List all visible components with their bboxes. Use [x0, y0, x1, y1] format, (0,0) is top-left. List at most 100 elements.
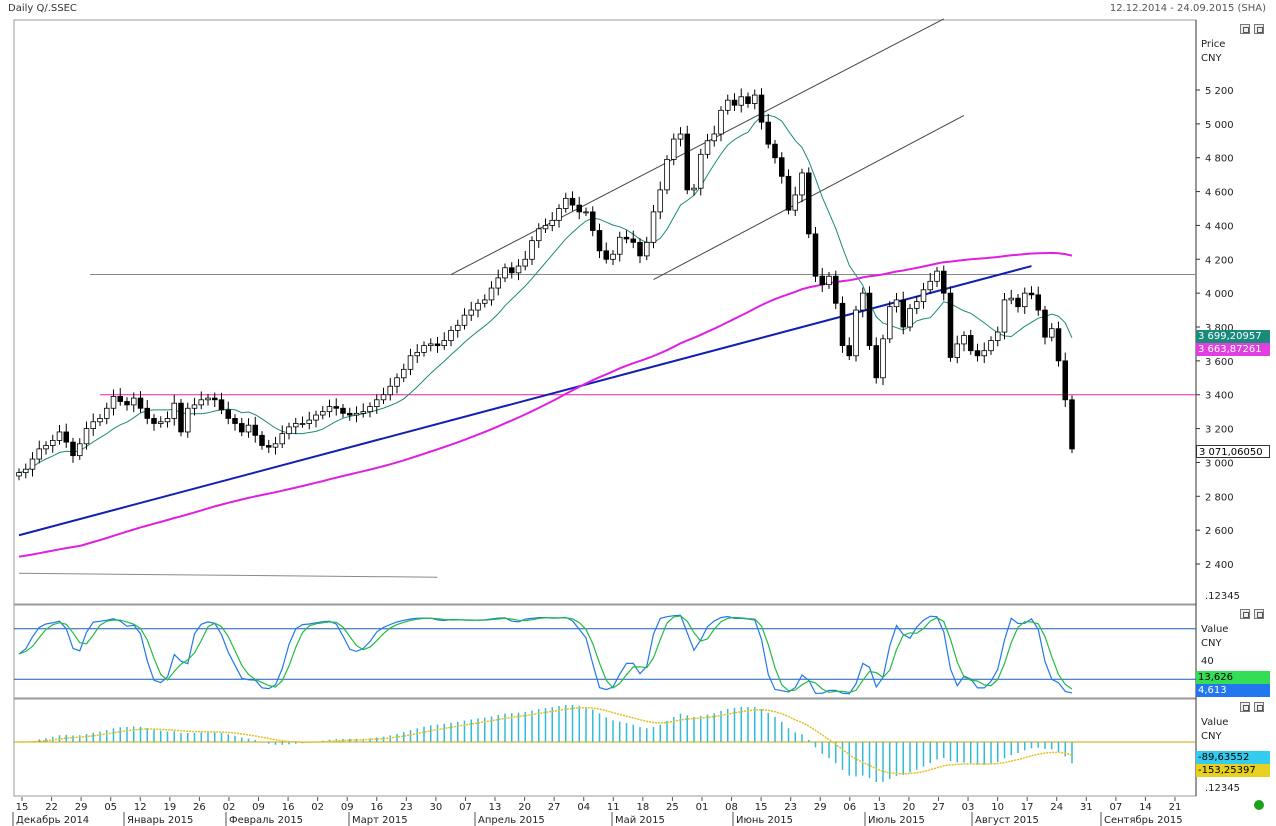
x-tick-label: 20	[518, 802, 531, 813]
maximize-icon[interactable]	[1254, 24, 1264, 34]
candle-up	[535, 228, 542, 242]
candle-down	[765, 121, 772, 145]
candle-down	[333, 406, 340, 409]
macd-counter: .12345	[1205, 783, 1240, 794]
month-label: Март 2015	[352, 815, 408, 826]
x-tick-label: 02	[223, 802, 236, 813]
candle-up	[387, 385, 394, 396]
candle-up	[448, 329, 454, 341]
stoch-badge-d: 4,613	[1196, 684, 1270, 697]
candle-up	[610, 253, 616, 260]
x-tick-label: 15	[755, 802, 768, 813]
candle-up	[893, 299, 900, 308]
candle-up	[76, 443, 83, 457]
candle-down	[947, 292, 954, 358]
restore-icon[interactable]	[1240, 24, 1250, 34]
stoch-panel-frame	[13, 604, 1197, 699]
x-tick-label: 08	[725, 802, 738, 813]
candle-up	[97, 418, 103, 423]
candle-up	[481, 299, 488, 304]
candle-up	[299, 423, 306, 425]
candles	[16, 88, 1075, 481]
macd-axis-unit: CNY	[1201, 731, 1222, 742]
candle-up	[164, 418, 171, 423]
candle-up	[738, 96, 745, 106]
x-tick-label: 16	[370, 802, 383, 813]
candle-up	[549, 219, 556, 226]
candle-up	[184, 407, 191, 433]
candle-up	[171, 402, 178, 419]
candle-down	[569, 197, 576, 206]
candle-down	[151, 418, 157, 424]
candle-up	[853, 309, 859, 357]
candle-down	[225, 409, 232, 419]
month-label: Май 2015	[615, 815, 665, 826]
candle-up	[326, 406, 333, 413]
candle-down	[1035, 294, 1042, 311]
candle-down	[866, 292, 873, 347]
candle-down	[508, 267, 515, 274]
candle-up	[319, 411, 326, 416]
candle-up	[880, 338, 886, 379]
candle-down	[900, 299, 907, 328]
candle-down	[684, 133, 691, 191]
sma-long-line	[18, 251, 1073, 558]
candle-up	[670, 138, 677, 160]
candle-up	[886, 306, 893, 340]
candle-up	[83, 428, 90, 445]
candle-up	[461, 314, 468, 326]
candle-down	[1015, 297, 1021, 308]
candle-down	[839, 302, 846, 347]
candle-up	[711, 133, 718, 142]
candle-up	[751, 94, 758, 104]
month-label: Июнь 2015	[736, 815, 793, 826]
x-tick-label: 23	[784, 802, 797, 813]
candle-down	[637, 241, 643, 257]
price-panel-frame	[13, 19, 1197, 605]
candle-up	[643, 241, 650, 257]
restore-icon[interactable]	[1240, 702, 1250, 712]
candle-up	[360, 411, 367, 414]
candle-down	[603, 250, 610, 260]
candle-up	[562, 197, 569, 209]
candle-up	[1021, 292, 1028, 308]
candle-up	[792, 194, 799, 211]
month-label: Июль 2015	[868, 815, 925, 826]
candle-up	[407, 355, 414, 370]
candle-up	[421, 345, 427, 353]
candle-up	[907, 307, 913, 328]
x-tick-label: 09	[341, 802, 354, 813]
candle-down	[178, 402, 184, 433]
candle-up	[205, 397, 211, 401]
date-range: 12.12.2014 - 24.09.2015 (SHA)	[1109, 3, 1266, 14]
candle-up	[677, 133, 684, 140]
candle-up	[988, 340, 994, 352]
restore-icon[interactable]	[1240, 609, 1250, 619]
maximize-icon[interactable]	[1254, 702, 1264, 712]
x-tick-label: 02	[311, 802, 324, 813]
x-tick-label: 15	[16, 802, 29, 813]
candle-down	[70, 441, 76, 457]
candle-up	[664, 159, 670, 191]
x-tick-label: 21	[1169, 802, 1182, 813]
y-tick-label: 3 600	[1205, 357, 1234, 368]
candle-down	[778, 157, 785, 177]
candle-up	[16, 472, 22, 477]
candle-up	[373, 399, 380, 407]
candle-down	[745, 96, 751, 104]
candle-up	[245, 424, 252, 433]
x-tick-label: 26	[193, 802, 206, 813]
maximize-icon[interactable]	[1254, 609, 1264, 619]
candle-up	[43, 445, 49, 450]
x-tick-label: 05	[104, 802, 117, 813]
candle-up	[650, 211, 657, 243]
candle-down	[124, 401, 130, 406]
stoch-axis-title: Value	[1201, 624, 1229, 635]
candle-down	[63, 431, 70, 443]
candle-up	[913, 301, 920, 309]
x-tick-label: 10	[991, 802, 1004, 813]
candle-up	[529, 240, 535, 260]
x-tick-label: 12	[134, 802, 147, 813]
macd-panel-frame	[13, 698, 1197, 797]
